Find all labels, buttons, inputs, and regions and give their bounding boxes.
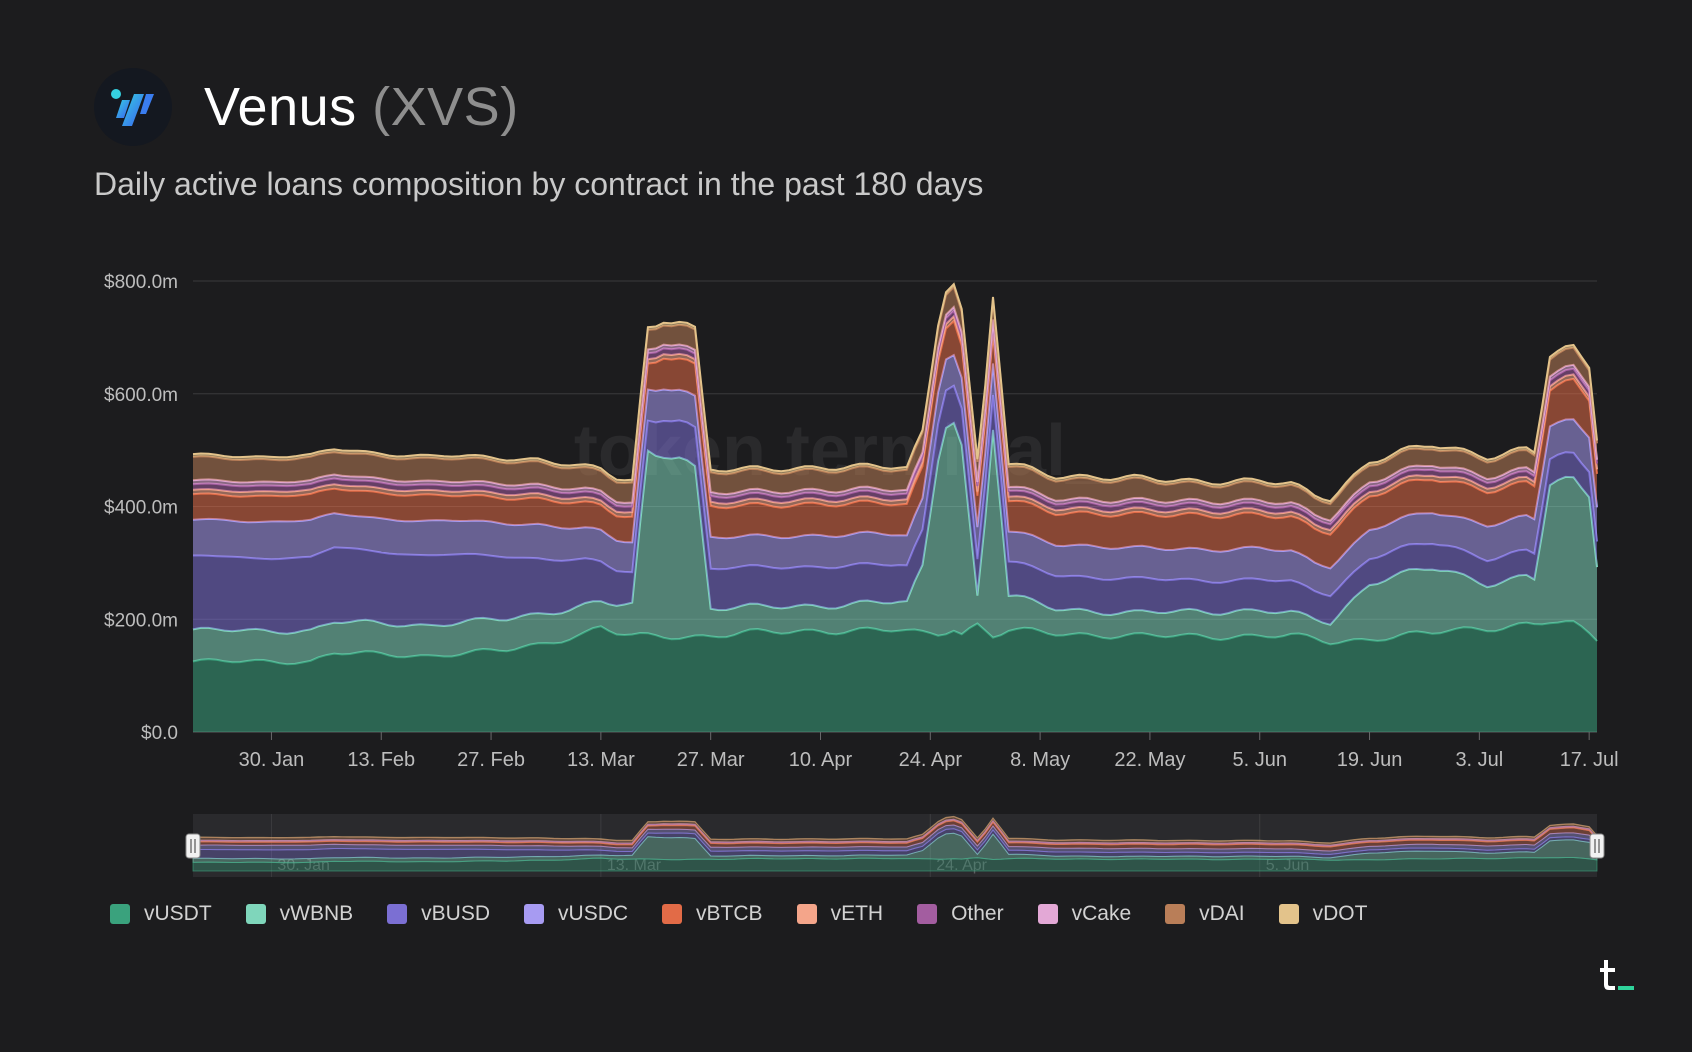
- area-vUSDC[interactable]: [193, 355, 1597, 597]
- x-tick-label: 30. Jan: [239, 749, 305, 771]
- legend-swatch: [387, 904, 408, 924]
- area-vBTCB[interactable]: [193, 321, 1597, 569]
- legend-swatch: [1165, 904, 1186, 924]
- legend-item-vBUSD[interactable]: vBUSD: [387, 902, 490, 926]
- token-terminal-logo: [1596, 957, 1638, 998]
- x-tick-label: 27. Feb: [457, 749, 525, 771]
- legend-label: Other: [951, 902, 1004, 925]
- x-tick-label: 13. Feb: [347, 749, 415, 771]
- x-axis: 30. Jan 13. Feb 27. Feb 13. Mar 27. Mar 10. A…: [239, 732, 1619, 771]
- area-vBUSD[interactable]: [193, 385, 1597, 634]
- x-tick-label: 8. May: [1010, 749, 1070, 771]
- x-tick-label: 27. Mar: [677, 749, 745, 771]
- y-axis: $0.0 $200.0m $400.0m $600.0m $800.0m: [104, 272, 178, 744]
- legend-item-vUSDT[interactable]: vUSDT: [110, 902, 212, 926]
- legend-label: vBTCB: [696, 902, 763, 925]
- x-tick-label: 22. May: [1114, 749, 1185, 771]
- legend-label: vBUSD: [421, 902, 491, 925]
- series-vBUSD[interactable]: [193, 384, 1598, 634]
- chart-header: Venus (XVS): [94, 68, 519, 146]
- navigator-tick-label: 13. Mar: [607, 857, 662, 874]
- line-vDOT: [192, 282, 1598, 503]
- legend-swatch: [524, 904, 545, 924]
- chart-subtitle: Daily active loans composition by contra…: [94, 166, 984, 202]
- legend-item-vDAI[interactable]: vDAI: [1165, 902, 1245, 926]
- y-tick-label: $200.0m: [104, 610, 178, 631]
- navigator-handle-left[interactable]: [185, 833, 201, 859]
- x-tick-label: 10. Apr: [789, 749, 853, 771]
- x-tick-label: 13. Mar: [567, 749, 635, 771]
- stacked-area-chart[interactable]: token terminal_ $0.0$200.0m$400.0m$600.0…: [0, 0, 1692, 900]
- navigator-tick-label: 24. Apr: [936, 857, 987, 874]
- legend-item-vWBNB[interactable]: vWBNB: [245, 902, 354, 926]
- legend-label: vUSDT: [144, 902, 212, 925]
- legend-item-vETH[interactable]: vETH: [796, 902, 884, 926]
- legend-item-vUSDC[interactable]: vUSDC: [524, 902, 628, 926]
- legend-item-vDOT[interactable]: vDOT: [1278, 902, 1368, 926]
- x-tick-label: 5. Jun: [1232, 749, 1286, 771]
- handle-grip[interactable]: [1589, 833, 1605, 859]
- legend-swatch: [1278, 904, 1299, 924]
- series-vDOT[interactable]: [192, 282, 1598, 505]
- x-tick-label: 3. Jul: [1455, 749, 1503, 771]
- y-tick-label: $800.0m: [104, 272, 178, 293]
- y-tick-label: $0.0: [141, 723, 178, 744]
- y-tick-label: $600.0m: [104, 385, 178, 406]
- navigator-tick-label: 5. Jun: [1266, 857, 1310, 874]
- legend-swatch: [917, 904, 938, 924]
- chart-legend[interactable]: vUSDT vWBNB vBUSD vUSDC vBTCB vETH Other vCake v…: [110, 902, 1401, 926]
- legend-item-vBTCB[interactable]: vBTCB: [662, 902, 763, 926]
- line-vBUSD: [193, 384, 1598, 598]
- navigator-tick-label: 30. Jan: [277, 857, 329, 874]
- legend-swatch: [662, 904, 683, 924]
- legend-item-Other[interactable]: Other: [917, 902, 1004, 926]
- area-series[interactable]: [192, 282, 1598, 732]
- legend-label: vDOT: [1312, 902, 1368, 925]
- project-name: Venus: [204, 77, 357, 137]
- area-vDAI[interactable]: [193, 287, 1597, 521]
- legend-swatch: [796, 904, 817, 924]
- x-tick-label: 19. Jun: [1337, 749, 1403, 771]
- navigator-handle-right[interactable]: [1589, 833, 1605, 859]
- legend-item-vCake[interactable]: vCake: [1037, 902, 1132, 926]
- handle-grip[interactable]: [185, 833, 201, 859]
- y-tick-label: $400.0m: [104, 498, 178, 519]
- range-navigator[interactable]: 30. Jan 13. Mar 24. Apr 5. Jun: [185, 814, 1605, 877]
- x-tick-label: 24. Apr: [899, 749, 963, 771]
- legend-label: vWBNB: [279, 902, 354, 925]
- legend-label: vCake: [1071, 902, 1132, 925]
- page-title: Venus (XVS): [204, 76, 519, 138]
- venus-logo-icon: [111, 89, 154, 126]
- area-vUSDT[interactable]: [193, 621, 1597, 732]
- navigator-series-vUSDT: [192, 857, 1598, 872]
- token-terminal-logo-icon: [1600, 960, 1634, 990]
- venus-logo: [94, 68, 172, 146]
- legend-swatch: [110, 904, 130, 924]
- legend-label: vDAI: [1199, 902, 1245, 925]
- x-tick-label: 17. Jul: [1560, 749, 1619, 771]
- legend-label: vETH: [830, 902, 884, 925]
- project-ticker: (XVS): [372, 77, 519, 137]
- legend-swatch: [1037, 904, 1058, 924]
- area-vWBNB[interactable]: [193, 422, 1597, 665]
- legend-label: vUSDC: [558, 902, 629, 925]
- legend-swatch: [245, 904, 266, 924]
